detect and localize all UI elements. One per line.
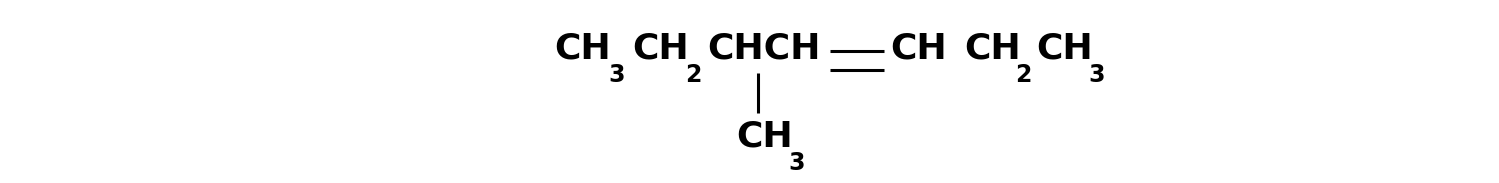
Text: 2: 2: [1015, 63, 1031, 87]
Text: CH: CH: [964, 31, 1021, 66]
Text: 3: 3: [609, 63, 625, 87]
Text: CH: CH: [633, 31, 690, 66]
Text: CH: CH: [890, 31, 947, 66]
Text: 3: 3: [1088, 63, 1105, 87]
Text: CH: CH: [1036, 31, 1093, 66]
Text: CH: CH: [555, 31, 612, 66]
Text: CH: CH: [736, 119, 793, 153]
Text: CHCH: CHCH: [708, 31, 821, 66]
Text: 2: 2: [685, 63, 702, 87]
Text: 3: 3: [788, 151, 805, 175]
